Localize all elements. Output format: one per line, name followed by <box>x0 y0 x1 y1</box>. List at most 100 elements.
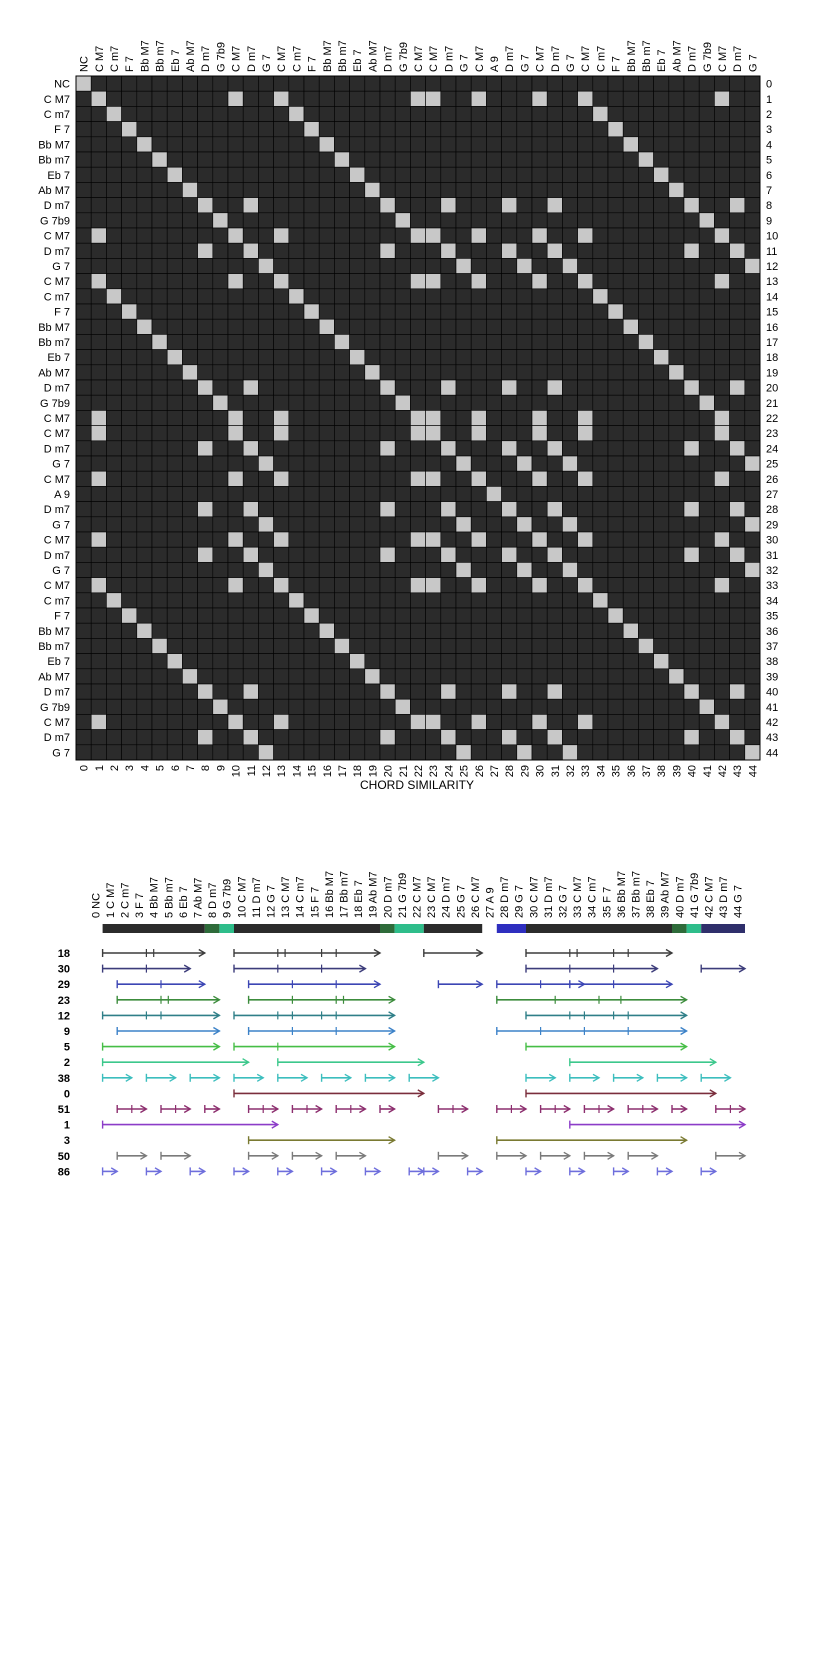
heatmap-cell <box>440 212 457 229</box>
heatmap-cell <box>698 607 715 624</box>
heatmap-cell <box>197 410 214 426</box>
heatmap-cell <box>394 258 411 274</box>
heatmap-cell <box>729 638 746 654</box>
heatmap-row-label: C M7 <box>44 535 70 547</box>
heatmap-cell <box>577 683 594 700</box>
heatmap-cell <box>577 638 594 654</box>
heatmap-cell <box>227 364 244 381</box>
heatmap-cell <box>668 638 685 654</box>
heatmap-cell <box>714 455 730 472</box>
heatmap-cell <box>516 318 533 335</box>
heatmap-cell <box>166 714 183 730</box>
heatmap-cell <box>516 486 533 502</box>
heatmap-cell <box>379 410 396 426</box>
heatmap-cell <box>303 698 320 715</box>
heatmap-row-label: G 7b9 <box>40 398 70 410</box>
heatmap-top-label: Bb M7 <box>626 40 638 72</box>
heatmap-cell <box>182 562 198 578</box>
heatmap-cell <box>470 501 487 518</box>
heatmap-cell <box>607 683 624 700</box>
heatmap-cell <box>470 455 487 472</box>
heatmap-cell <box>531 668 548 685</box>
heatmap-cell <box>379 166 396 183</box>
heatmap-cell <box>303 273 320 290</box>
heatmap-cell <box>75 288 92 305</box>
heatmap-cell <box>562 668 578 685</box>
heatmap-cell <box>744 364 761 381</box>
pattern-occurrence <box>408 1167 426 1176</box>
heatmap-cell <box>638 516 654 533</box>
heatmap-top-label: Eb 7 <box>170 49 182 72</box>
pattern-arrow-head <box>242 1167 250 1176</box>
heatmap-cell <box>698 136 715 153</box>
heatmap-cell <box>303 638 320 654</box>
heatmap-cell <box>106 212 122 229</box>
heatmap-cell <box>683 470 700 487</box>
heatmap-row-label: D m7 <box>44 687 70 699</box>
heatmap-cell <box>364 622 381 639</box>
heatmap-cell <box>303 242 320 259</box>
heatmap-cell <box>151 546 168 563</box>
heatmap-cell <box>425 470 442 487</box>
heatmap-cell <box>516 531 533 548</box>
pattern-occurrence <box>335 1151 367 1160</box>
pattern-occurrence <box>539 1151 572 1160</box>
heatmap-cell <box>577 546 594 563</box>
heatmap-cell <box>531 577 548 594</box>
heatmap-cell <box>182 242 198 259</box>
pattern-arrow-head <box>110 1167 119 1176</box>
heatmap-cell <box>182 394 198 411</box>
heatmap-cell <box>668 273 685 290</box>
heatmap-cell <box>425 136 442 153</box>
heatmap-cell <box>744 714 761 730</box>
heatmap-cell <box>501 288 518 305</box>
heatmap-cell <box>486 212 502 229</box>
heatmap-cell <box>470 136 487 153</box>
heatmap-cell <box>197 546 214 563</box>
heatmap-cell <box>288 121 305 138</box>
pattern-occurrence <box>277 1073 309 1082</box>
heatmap-cell <box>638 714 654 730</box>
heatmap-cell <box>516 197 533 214</box>
heatmap-cell <box>714 668 730 685</box>
pattern-occurrence <box>656 1073 688 1082</box>
heatmap-cell <box>501 166 518 183</box>
heatmap-row-label: D m7 <box>44 443 70 455</box>
heatmap-cell <box>303 607 320 624</box>
pattern-occurrence <box>496 1136 688 1145</box>
heatmap-cell <box>182 698 198 715</box>
heatmap-cell <box>668 531 685 548</box>
heatmap-cell <box>744 638 761 654</box>
heatmap-cell <box>227 744 244 761</box>
heatmap-cell <box>364 744 381 761</box>
heatmap-cell <box>334 258 350 274</box>
heatmap-cell <box>90 653 107 670</box>
heatmap-cell <box>683 653 700 670</box>
heatmap-cell <box>668 455 685 472</box>
heatmap-cell <box>698 318 715 335</box>
heatmap-bottom-index: 1 <box>94 765 106 771</box>
heatmap-cell <box>273 622 290 639</box>
heatmap-bottom-index: 43 <box>732 765 744 777</box>
heatmap-cell <box>349 151 366 168</box>
heatmap-cell <box>607 258 624 274</box>
heatmap-cell <box>364 698 381 715</box>
heatmap-cell <box>698 668 715 685</box>
heatmap-cell <box>622 151 639 168</box>
heatmap-cell <box>318 653 335 670</box>
heatmap-row-index: 33 <box>766 580 778 592</box>
heatmap-cell <box>516 698 533 715</box>
heatmap-cell <box>744 470 761 487</box>
heatmap-cell <box>121 470 138 487</box>
heatmap-cell <box>455 577 472 594</box>
heatmap-cell <box>455 273 472 290</box>
heatmap-cell <box>121 546 138 563</box>
heatmap-cell <box>182 410 198 426</box>
heatmap-cell <box>501 410 518 426</box>
heatmap-cell <box>744 486 761 502</box>
heatmap-cell <box>622 288 639 305</box>
heatmap-cell <box>410 318 426 335</box>
heatmap-cell <box>440 273 457 290</box>
heatmap-cell <box>273 470 290 487</box>
heatmap-cell <box>622 410 639 426</box>
